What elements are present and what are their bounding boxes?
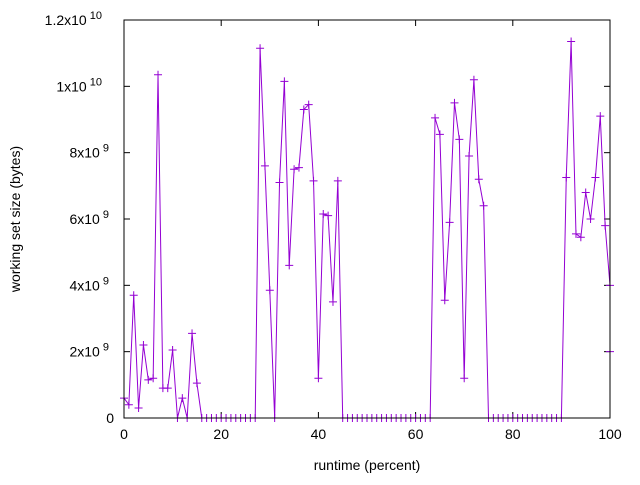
data-point — [178, 394, 187, 403]
y-tick-label: 4x10 9 — [69, 275, 109, 293]
data-point — [134, 404, 143, 413]
data-point — [601, 221, 610, 230]
data-point — [576, 233, 585, 242]
y-tick-label: 1x10 10 — [56, 76, 102, 94]
data-point — [319, 210, 328, 219]
ticks: 0 20 40 60 80 100 0 2x10 9 4x10 9 6x10 9 8x10 9 1x1… — [45, 10, 622, 442]
data-point — [163, 384, 172, 393]
data-point — [154, 70, 163, 79]
data-point — [144, 375, 153, 384]
data-point — [139, 341, 148, 350]
data-point — [168, 346, 177, 355]
data-point — [324, 211, 333, 220]
data-point — [333, 176, 342, 185]
data-point — [299, 105, 308, 114]
data-point — [149, 374, 158, 383]
data-point — [586, 215, 595, 223]
y-tick-label: 2x10 9 — [69, 342, 109, 360]
data-point — [265, 286, 274, 295]
data-point — [474, 175, 483, 184]
data-point — [280, 77, 289, 86]
data-point — [188, 329, 197, 338]
data-point — [455, 135, 464, 144]
plot-border — [123, 19, 611, 419]
x-tick-label: 20 — [213, 426, 229, 442]
data-point — [445, 218, 454, 227]
y-tick-label: 0 — [106, 410, 114, 426]
data-point — [469, 75, 478, 84]
data-point — [479, 201, 488, 210]
x-tick-label: 80 — [505, 426, 521, 442]
y-axis-label: working set size (bytes) — [7, 146, 23, 293]
x-tick-label: 60 — [408, 426, 424, 442]
data-point — [309, 176, 318, 185]
y-tick-label: 1.2x10 10 — [45, 10, 102, 28]
data-point — [285, 261, 294, 270]
data-point — [294, 163, 303, 172]
data-point — [581, 188, 590, 197]
data-point — [314, 374, 323, 383]
x-tick-label: 40 — [311, 426, 327, 442]
data-point — [275, 178, 284, 187]
data-point — [192, 379, 201, 388]
data-point — [124, 400, 133, 409]
data-point — [465, 151, 474, 160]
data-point — [440, 296, 449, 305]
data-point — [328, 297, 337, 306]
data-point — [562, 173, 571, 182]
data-point — [290, 165, 299, 174]
data-point — [450, 98, 459, 107]
data-point — [256, 44, 265, 53]
x-axis-label: runtime (percent) — [314, 457, 421, 473]
data-point — [571, 229, 580, 238]
x-tick-label: 0 — [120, 426, 128, 442]
series-line — [123, 41, 611, 419]
data-point — [596, 112, 605, 121]
data-point — [431, 113, 440, 122]
y-tick-label: 8x10 9 — [69, 143, 109, 161]
data-point — [435, 130, 444, 139]
data-point — [304, 100, 313, 109]
x-tick-label: 100 — [598, 426, 622, 442]
data-point — [129, 291, 138, 300]
data-point — [591, 173, 600, 182]
series — [120, 37, 614, 422]
data-point — [260, 161, 269, 170]
data-point — [460, 374, 469, 383]
y-tick-label: 6x10 9 — [69, 209, 109, 227]
data-point — [567, 37, 576, 46]
